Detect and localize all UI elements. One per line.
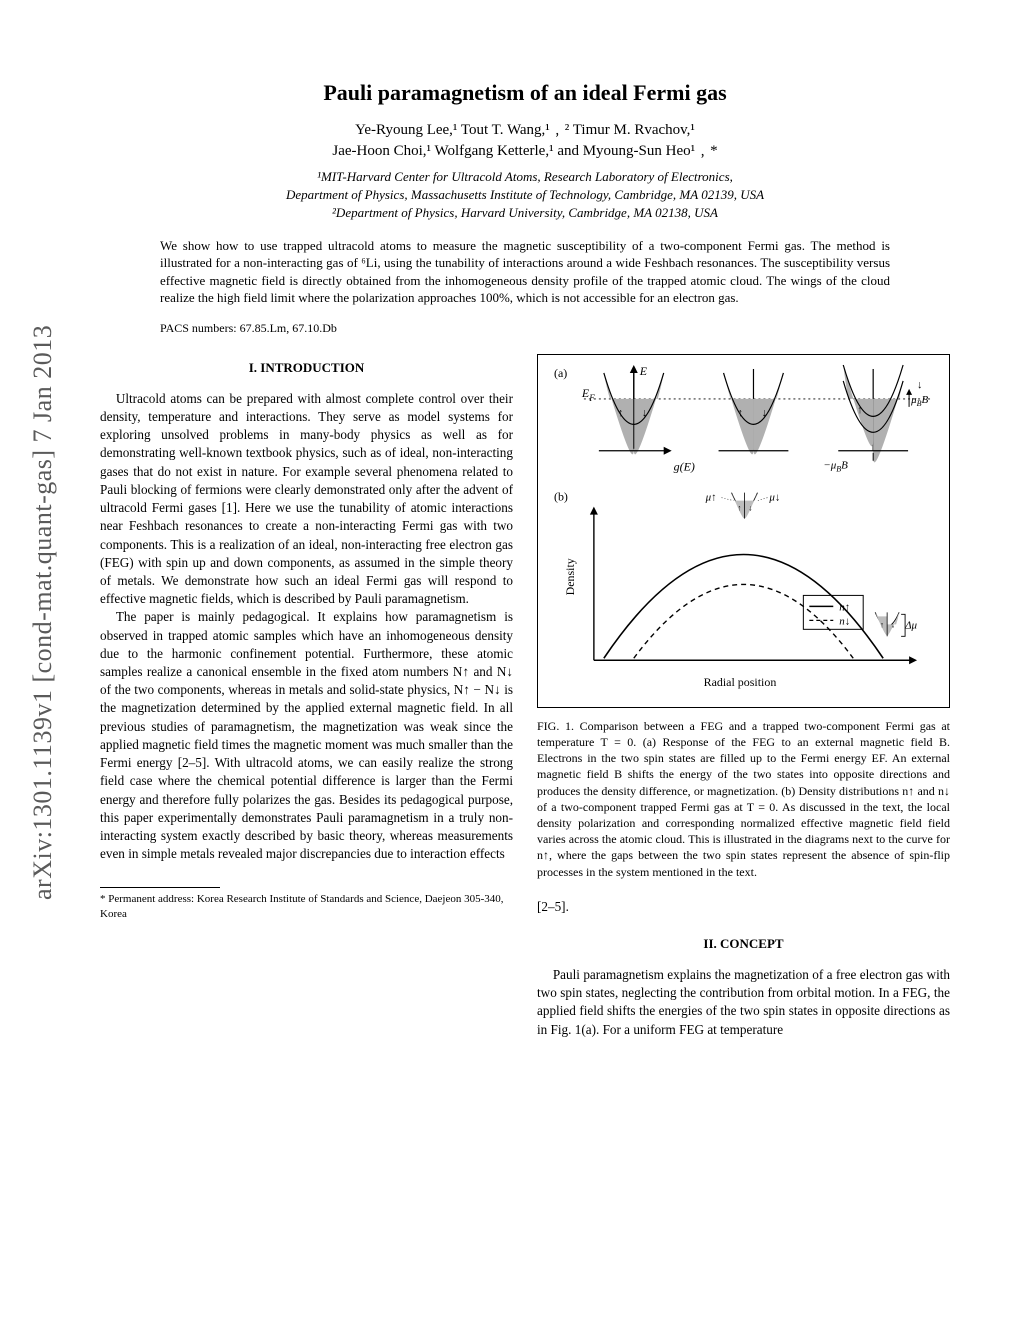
footnote: * Permanent address: Korea Research Inst… [100, 892, 513, 921]
svg-text:↑: ↑ [880, 620, 884, 629]
panel-a-label: (a) [554, 366, 567, 380]
svg-text:↑: ↑ [618, 407, 623, 419]
arxiv-identifier: arXiv:1301.1139v1 [cond-mat.quant-gas] 7… [28, 325, 58, 900]
mu-up-label: μ↑ [705, 491, 717, 503]
section-1-heading: I. INTRODUCTION [100, 360, 513, 376]
intro-paragraph-1: Ultracold atoms can be prepared with alm… [100, 390, 513, 609]
affiliation-2: Department of Physics, Massachusetts Ins… [286, 187, 764, 202]
svg-text:↑: ↑ [738, 503, 742, 512]
col2-continuation: [2–5]. [537, 898, 950, 916]
right-column: (a) E EF [537, 354, 950, 1039]
legend-n-down: n↓ [839, 615, 850, 627]
EF-label: EF [581, 386, 595, 403]
figure-1: (a) E EF [537, 354, 950, 708]
abstract: We show how to use trapped ultracold ato… [160, 237, 890, 307]
delta-mu-label: Δμ [904, 619, 917, 631]
authors-line-1: Ye-Ryoung Lee,¹ Tout T. Wang,¹﹐² Timur M… [355, 122, 695, 138]
panel-a-group: E EF ↑ ↓ [581, 364, 933, 474]
affiliations: ¹MIT-Harvard Center for Ultracold Atoms,… [100, 168, 950, 223]
svg-text:↑: ↑ [738, 407, 743, 419]
neg-muBB-label: −μBB [823, 459, 848, 473]
affiliation-1: ¹MIT-Harvard Center for Ultracold Atoms,… [317, 169, 733, 184]
section-2-heading: II. CONCEPT [537, 936, 950, 952]
intro-paragraph-2: The paper is mainly pedagogical. It expl… [100, 608, 513, 863]
authors: Ye-Ryoung Lee,¹ Tout T. Wang,¹﹐² Timur M… [100, 120, 950, 162]
footnote-rule [100, 887, 220, 888]
svg-text:↓: ↓ [748, 503, 752, 512]
svg-text:↑: ↑ [857, 404, 862, 416]
figure-1-caption: FIG. 1. Comparison between a FEG and a t… [537, 718, 950, 880]
figure-1-svg: (a) E EF [544, 361, 943, 700]
svg-text:↓: ↓ [917, 379, 922, 391]
left-column: I. INTRODUCTION Ultracold atoms can be p… [100, 354, 513, 1039]
svg-text:↓: ↓ [761, 407, 766, 419]
svg-text:↓: ↓ [642, 407, 647, 419]
gE-label: g(E) [674, 459, 695, 473]
density-axis-label: Density [563, 558, 577, 595]
pacs-numbers: PACS numbers: 67.85.Lm, 67.10.Db [160, 321, 890, 336]
panel-b-label: (b) [554, 489, 568, 503]
authors-line-2: Jae-Hoon Choi,¹ Wolfgang Ketterle,¹ and … [332, 143, 717, 159]
svg-text:↓: ↓ [891, 620, 895, 629]
muBB-label: μBB [910, 394, 928, 408]
concept-paragraph-1: Pauli paramagnetism explains the magneti… [537, 966, 950, 1039]
mu-down-label: μ↓ [768, 491, 780, 503]
panel-b-group: Density Radial position [563, 490, 918, 689]
radial-axis-label: Radial position [704, 675, 777, 689]
paper-title: Pauli paramagnetism of an ideal Fermi ga… [100, 80, 950, 106]
legend-n-up: n↑ [839, 601, 850, 613]
affiliation-3: ²Department of Physics, Harvard Universi… [332, 205, 718, 220]
E-axis-label: E [639, 364, 648, 378]
